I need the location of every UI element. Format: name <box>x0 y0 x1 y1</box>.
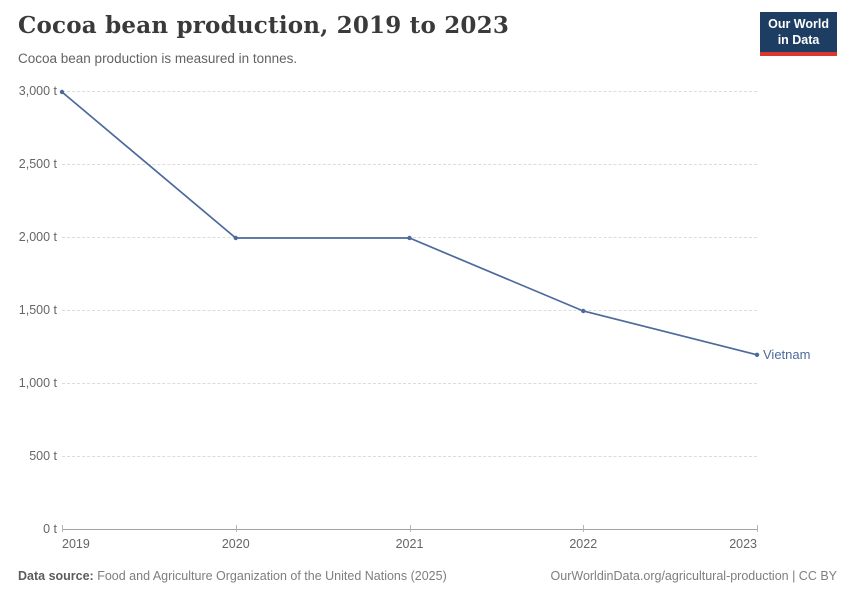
data-point[interactable] <box>59 89 65 95</box>
x-axis-tick <box>62 525 63 532</box>
logo-line-1: Our World <box>768 17 829 31</box>
data-point[interactable] <box>233 235 238 241</box>
data-point[interactable] <box>754 352 760 357</box>
chart-subtitle: Cocoa bean production is measured in ton… <box>18 51 298 66</box>
x-axis-tick <box>757 525 758 532</box>
x-axis-tick <box>409 525 411 532</box>
data-source-text: Food and Agriculture Organization of the… <box>97 569 447 583</box>
y-gridline <box>62 310 757 311</box>
y-tick-label: 500 t <box>29 449 57 463</box>
y-tick-label: 2,500 t <box>18 157 57 171</box>
logo-line-2: in Data <box>777 32 820 47</box>
y-tick-label: 0 t <box>43 522 57 536</box>
y-gridline <box>62 91 757 92</box>
page-title: Cocoa bean production, 2019 to 2023 <box>18 12 510 39</box>
y-gridline <box>62 383 757 384</box>
y-tick-label: 2,000 t <box>18 230 57 244</box>
credit-link[interactable]: OurWorldinData.org/agricultural-producti… <box>550 569 837 583</box>
x-tick-label: 2022 <box>569 537 598 551</box>
x-tick-label: 2020 <box>221 537 250 551</box>
x-axis-tick <box>583 525 585 532</box>
series-line-vietnam[interactable] <box>61 91 758 356</box>
x-tick-label: 2021 <box>395 537 424 551</box>
data-point[interactable] <box>581 308 586 314</box>
y-tick-label: 1,500 t <box>18 303 57 317</box>
y-gridline <box>62 164 757 165</box>
owid-logo[interactable]: Our World in Data <box>760 12 837 57</box>
x-axis-tick <box>235 525 237 532</box>
y-gridline <box>62 456 757 457</box>
x-tick-label: 2019 <box>62 537 90 551</box>
y-tick-label: 1,000 t <box>18 376 57 390</box>
y-tick-label: 3,000 t <box>18 84 57 98</box>
data-source: Data source: Food and Agriculture Organi… <box>18 569 447 583</box>
data-source-label: Data source: <box>18 569 94 583</box>
x-tick-label: 2023 <box>729 537 757 551</box>
series-label: Vietnam <box>763 346 811 362</box>
data-point[interactable] <box>407 235 412 241</box>
